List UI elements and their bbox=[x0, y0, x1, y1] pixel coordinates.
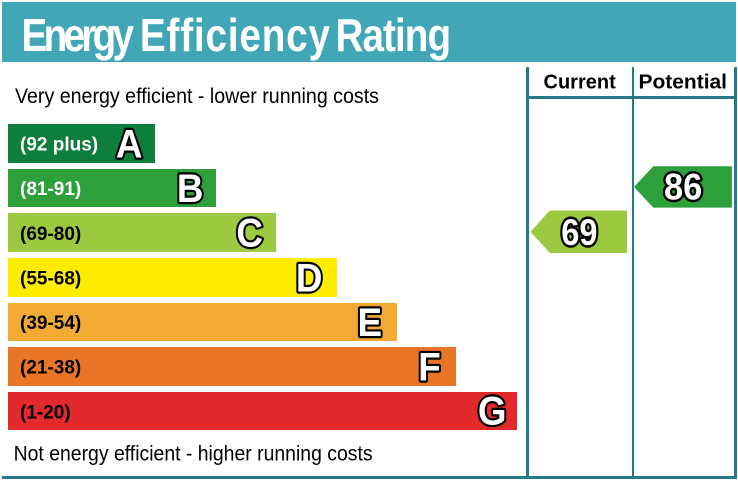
svg-text:(69-80): (69-80) bbox=[20, 224, 81, 245]
svg-text:Energy: Energy bbox=[22, 10, 135, 61]
svg-text:(92 plus): (92 plus) bbox=[20, 135, 98, 156]
svg-text:(39-54): (39-54) bbox=[20, 313, 81, 334]
svg-text:B: B bbox=[177, 167, 204, 212]
svg-text:Not energy efficient - higher: Not energy efficient - higher running co… bbox=[14, 443, 373, 466]
svg-text:D: D bbox=[296, 256, 323, 301]
svg-text:Efficiency: Efficiency bbox=[140, 10, 331, 61]
svg-text:Very energy efficient - lower: Very energy efficient - lower running co… bbox=[15, 85, 379, 108]
svg-text:86: 86 bbox=[664, 166, 702, 207]
svg-text:(21-38): (21-38) bbox=[20, 358, 81, 379]
svg-text:F: F bbox=[418, 345, 440, 390]
svg-text:Rating: Rating bbox=[336, 10, 451, 61]
svg-text:G: G bbox=[478, 389, 507, 434]
svg-text:Current: Current bbox=[544, 72, 617, 94]
svg-text:(1-20): (1-20) bbox=[20, 402, 71, 423]
svg-text:(81-91): (81-91) bbox=[20, 179, 81, 200]
svg-text:(55-68): (55-68) bbox=[20, 269, 81, 290]
svg-text:E: E bbox=[357, 301, 382, 346]
svg-text:69: 69 bbox=[561, 212, 597, 253]
svg-text:Potential: Potential bbox=[639, 72, 728, 94]
svg-text:C: C bbox=[236, 211, 263, 256]
svg-text:A: A bbox=[116, 122, 143, 167]
